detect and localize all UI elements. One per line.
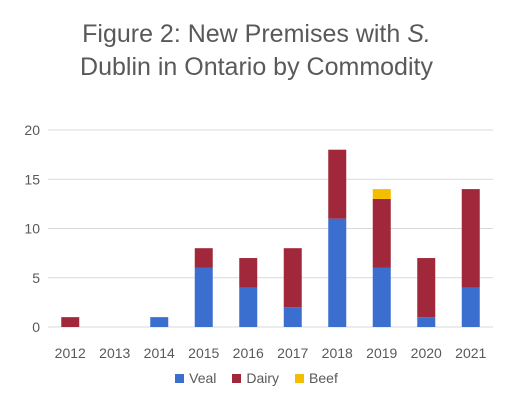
bar-veal-2018 [328,218,347,327]
x-tick-label: 2014 [144,345,175,361]
chart-title-line-2: Dublin in Ontario by Commodity [80,53,433,81]
bar-dairy-2019 [372,198,391,268]
bar-dairy-2017 [283,248,302,308]
x-tick-label: 2018 [322,345,353,361]
legend-swatch [295,373,305,383]
legend-label: Dairy [246,370,280,386]
bar-dairy-2016 [239,258,258,288]
x-tick-label: 2017 [277,345,308,361]
x-tick-label: 2021 [455,345,486,361]
x-tick-label: 2016 [233,345,264,361]
bar-dairy-2018 [328,149,347,219]
bar-veal-2021 [461,287,480,327]
bar-veal-2017 [283,307,302,327]
bar-dairy-2021 [461,189,480,288]
chart-title-line-1: Figure 2: New Premises with S. [0,18,513,51]
x-tick-label: 2020 [411,345,442,361]
y-tick-label: 20 [24,122,40,138]
x-tick-label: 2019 [366,345,397,361]
bar-dairy-2020 [417,258,436,318]
legend-swatch [175,373,185,383]
bar-veal-2020 [417,317,436,327]
legend-label: Veal [189,370,217,386]
y-tick-label: 10 [24,221,40,237]
x-tick-label: 2015 [188,345,219,361]
bar-dairy-2015 [194,248,213,268]
y-tick-label: 15 [24,171,40,187]
legend-swatch [232,373,242,383]
x-tick-label: 2012 [55,345,86,361]
x-tick-label: 2013 [99,345,130,361]
chart-legend: Veal Dairy Beef [0,370,513,386]
chart-title-text: Figure 2: New Premises with [82,20,408,48]
legend-item-dairy: Dairy [232,370,279,386]
chart-title-italic: S. [407,20,431,48]
bar-beef-2019 [372,189,391,199]
chart-title: Figure 2: New Premises with S. Dublin in… [0,18,513,84]
legend-item-beef: Beef [295,370,338,386]
bar-veal-2014 [150,317,169,327]
legend-item-veal: Veal [175,370,216,386]
bar-veal-2019 [372,267,391,327]
y-tick-label: 5 [32,270,40,286]
bar-veal-2015 [194,267,213,327]
bar-veal-2016 [239,287,258,327]
bar-dairy-2012 [61,317,80,327]
y-tick-label: 0 [32,319,40,335]
legend-label: Beef [309,370,338,386]
